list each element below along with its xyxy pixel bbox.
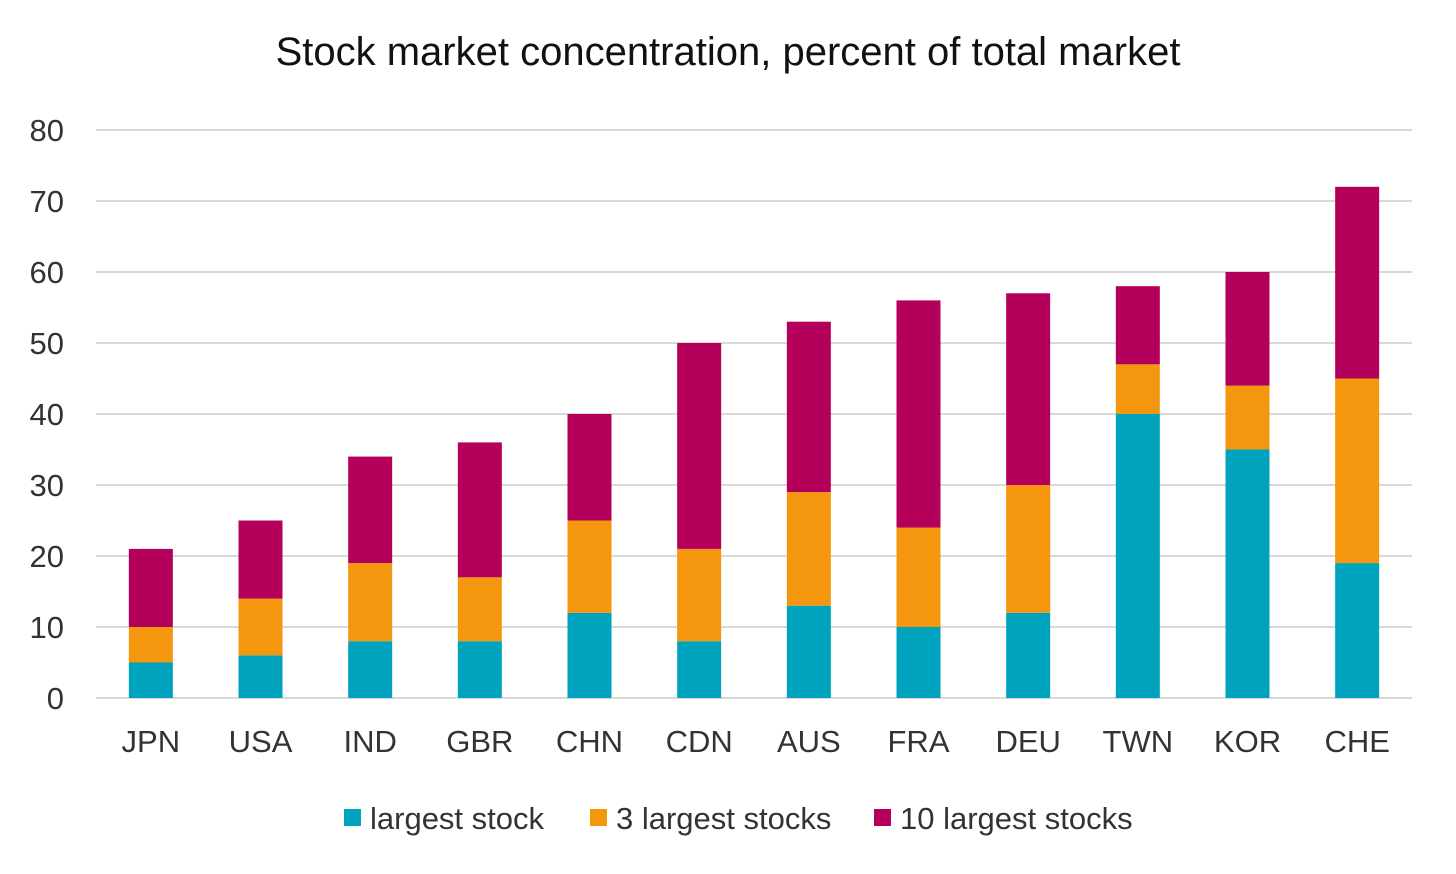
bar-segment — [896, 627, 941, 698]
x-tick-label: CHN — [556, 724, 623, 759]
x-tick-label: AUS — [777, 724, 841, 759]
x-tick-label: USA — [229, 724, 293, 759]
y-tick-label: 10 — [30, 610, 64, 645]
bar-segment — [457, 577, 502, 642]
legend-label: largest stock — [370, 801, 545, 836]
y-tick-label: 30 — [30, 468, 64, 503]
bar-segment — [1225, 449, 1270, 698]
bar-segment — [1335, 186, 1380, 379]
x-tick-label: TWN — [1103, 724, 1174, 759]
bar-segment — [1225, 272, 1270, 386]
chart-title: Stock market concentration, percent of t… — [275, 30, 1181, 74]
bar-segment — [128, 627, 173, 663]
y-tick-label: 80 — [30, 113, 64, 148]
bar-segment — [1335, 378, 1380, 564]
bar-segment — [677, 343, 722, 549]
x-tick-label: CDN — [666, 724, 733, 759]
bar-segment — [896, 300, 941, 528]
bar-segment — [1006, 293, 1051, 485]
bar-segment — [1115, 286, 1160, 365]
bar-segment — [1335, 563, 1380, 698]
x-tick-label: JPN — [122, 724, 181, 759]
bar-segment — [567, 520, 612, 613]
x-axis-ticks: JPN USA IND GBR CHN CDN AUS FRA DEU TWN KOR CHE — [122, 724, 1390, 759]
bar-segment — [786, 605, 831, 698]
bar-segment — [1006, 485, 1051, 613]
bar-segment — [348, 456, 393, 564]
legend-swatch — [874, 809, 891, 826]
bar-segment — [457, 442, 502, 578]
bar-segment — [348, 563, 393, 642]
y-axis-ticks: 0 10 20 30 40 50 60 70 80 — [30, 113, 64, 716]
x-tick-label: FRA — [888, 724, 950, 759]
legend-label: 10 largest stocks — [900, 801, 1133, 836]
legend-label: 3 largest stocks — [616, 801, 831, 836]
bar-segment — [896, 527, 941, 627]
bar-segment — [457, 641, 502, 698]
y-tick-label: 50 — [30, 326, 64, 361]
bar-segment — [238, 520, 283, 599]
bar-segment — [128, 662, 173, 698]
bar-segment — [677, 548, 722, 642]
bar-segment — [1006, 612, 1051, 698]
bar-segment — [238, 598, 283, 656]
y-tick-label: 20 — [30, 539, 64, 574]
bar-segment — [348, 641, 393, 698]
bar-segment — [786, 492, 831, 606]
y-tick-label: 70 — [30, 184, 64, 219]
legend: largest stock 3 largest stocks 10 largest … — [344, 801, 1133, 836]
bar-segment — [567, 612, 612, 698]
x-tick-label: IND — [343, 724, 396, 759]
x-tick-label: KOR — [1214, 724, 1281, 759]
legend-swatch — [344, 809, 361, 826]
bar-segment — [238, 655, 283, 698]
bar-layer — [128, 186, 1380, 698]
legend-swatch — [590, 809, 607, 826]
x-tick-label: DEU — [995, 724, 1060, 759]
x-tick-label: CHE — [1324, 724, 1389, 759]
bar-segment — [1115, 364, 1160, 414]
bar-segment — [128, 548, 173, 627]
y-tick-label: 40 — [30, 397, 64, 432]
bar-segment — [677, 641, 722, 698]
bar-segment — [1115, 414, 1160, 698]
y-tick-label: 0 — [47, 681, 64, 716]
grid-layer — [96, 129, 1412, 699]
bar-segment — [786, 321, 831, 493]
x-tick-label: GBR — [446, 724, 513, 759]
y-tick-label: 60 — [30, 255, 64, 290]
bar-segment — [567, 414, 612, 521]
bar-segment — [1225, 385, 1270, 450]
